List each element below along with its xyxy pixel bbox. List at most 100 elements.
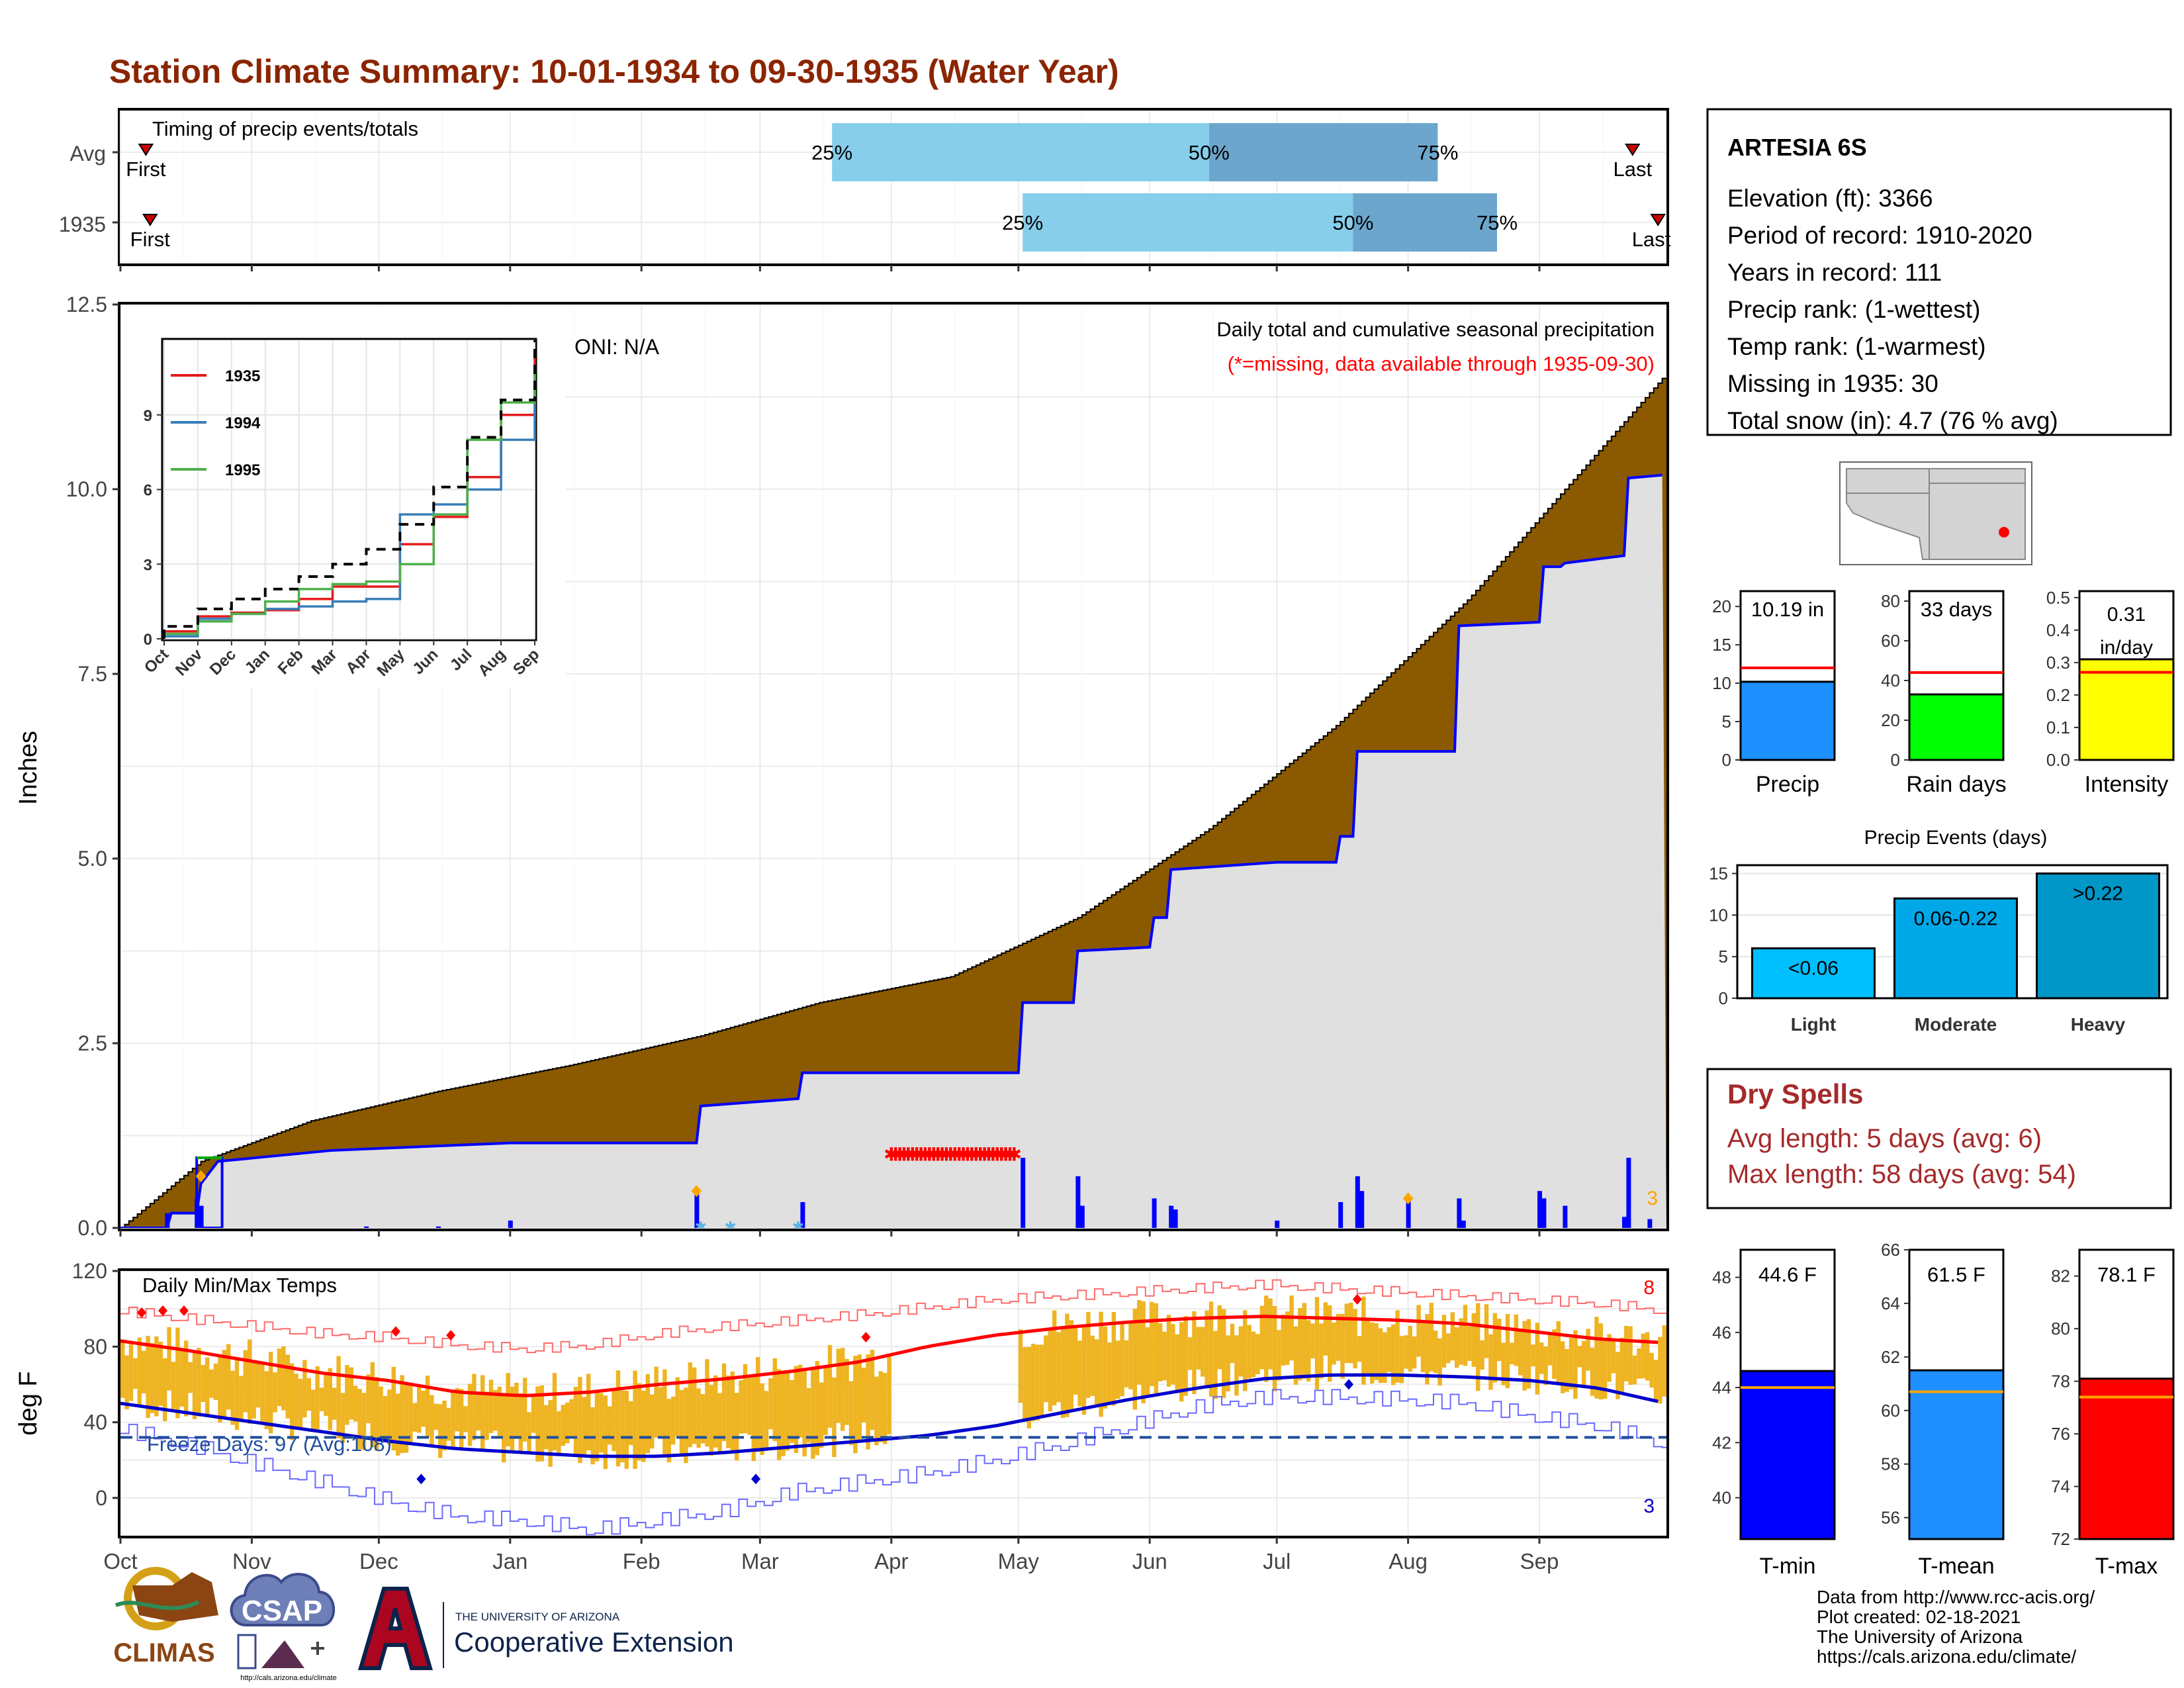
missing-marker: ✱ xyxy=(968,1144,983,1164)
daily-temp-range-bar xyxy=(1044,1335,1048,1403)
dry-spells-max: Max length: 58 days (avg: 54) xyxy=(1727,1160,2076,1189)
daily-temp-range-bar xyxy=(548,1399,553,1467)
daily-temp-range-bar xyxy=(1077,1340,1082,1407)
daily-temp-range-bar xyxy=(777,1369,782,1460)
daily-temp-range-bar xyxy=(510,1386,515,1452)
precip-events-chart: Precip Events (days) 0 5 10 15 <0.06 Light 0.0… xyxy=(1709,827,2169,1035)
climas-logo: CLIMAS xyxy=(113,1567,218,1667)
daily-precip-bar xyxy=(694,1191,700,1228)
daily-precip-bar xyxy=(1075,1176,1081,1228)
missing-marker: ✱ xyxy=(917,1144,933,1164)
daily-temp-range-bar xyxy=(527,1412,531,1454)
daily-temp-range-bar xyxy=(408,1382,413,1443)
daily-temp-range-bar xyxy=(260,1362,265,1422)
daily-temp-range-bar xyxy=(1171,1324,1175,1385)
y-tick-label: 0.0 xyxy=(78,1216,107,1240)
daily-temp-range-bar xyxy=(557,1411,561,1455)
y-tick-label: 80 xyxy=(83,1335,107,1358)
daily-temp-range-bar xyxy=(404,1385,409,1453)
missing-marker: ✱ xyxy=(922,1144,937,1164)
daily-temp-range-bar xyxy=(349,1367,353,1420)
temp-series xyxy=(120,1279,1666,1536)
last-event-marker xyxy=(1650,214,1666,226)
daily-temp-range-bar xyxy=(1658,1336,1662,1404)
temp-panel-label: Daily Min/Max Temps xyxy=(142,1274,337,1297)
daily-temp-range-bar xyxy=(883,1373,887,1444)
daily-temp-range-bar xyxy=(1467,1326,1472,1361)
daily-temp-range-bar xyxy=(1124,1340,1129,1387)
timing-panel: 25% 50% 75% First Last 25% 50% 75% First Last Tim… xyxy=(59,108,1671,271)
daily-temp-range-bar xyxy=(421,1390,426,1427)
daily-precip-bar xyxy=(1622,1217,1627,1228)
station-info-box: ARTESIA 6S Elevation (ft): 3366 Period o… xyxy=(1706,108,2172,436)
daily-temp-range-bar xyxy=(785,1370,790,1451)
daily-temp-range-bar xyxy=(1547,1334,1553,1366)
map-state-borders xyxy=(1846,469,2025,559)
daily-temp-range-bar xyxy=(383,1395,388,1442)
daily-temp-range-bar xyxy=(862,1368,866,1423)
daily-temp-range-bar xyxy=(844,1358,849,1425)
daily-temp-range-bar xyxy=(1561,1341,1565,1393)
daily-temp-range-bar xyxy=(612,1389,616,1452)
daily-temp-range-bar xyxy=(1378,1328,1383,1383)
month-label: Jan xyxy=(492,1549,527,1573)
daily-temp-range-bar xyxy=(281,1346,286,1411)
station-elevation: Elevation (ft): 3366 xyxy=(1727,185,1933,212)
inset-lines xyxy=(163,340,536,639)
tmin-summary-tick-label: 40 xyxy=(1712,1488,1731,1508)
daily-temp-range-bar xyxy=(1662,1325,1666,1397)
daily-temp-range-bar xyxy=(184,1340,189,1417)
daily-temp-range-bar xyxy=(1099,1311,1103,1417)
daily-temp-range-bar xyxy=(1459,1318,1463,1365)
daily-temp-range-bar xyxy=(853,1356,858,1454)
missing-marker: ✱ xyxy=(956,1144,971,1164)
daily-temp-range-bar xyxy=(1433,1331,1438,1374)
daily-temp-range-bar xyxy=(1374,1323,1379,1380)
daily-temp-range-bar xyxy=(248,1339,252,1424)
timing-label-75: 75% xyxy=(1417,141,1458,164)
daily-temp-range-bar xyxy=(1497,1319,1502,1362)
events-bar-label: <0.06 xyxy=(1788,958,1839,980)
daily-temp-range-bar xyxy=(438,1404,443,1458)
daily-temp-range-bar xyxy=(1476,1303,1480,1391)
inset-line-1994 xyxy=(163,390,536,639)
daily-temp-range-bar xyxy=(370,1362,375,1448)
daily-temp-range-bar xyxy=(675,1377,680,1436)
daily-temp-range-bar xyxy=(502,1395,506,1463)
inset-line-1995 xyxy=(163,365,536,639)
daily-temp-range-bar xyxy=(1383,1332,1387,1383)
last-event-label: Last xyxy=(1613,158,1652,181)
climas-river-icon xyxy=(114,1600,200,1611)
daily-temp-range-bar xyxy=(751,1376,756,1462)
daily-temp-range-bar xyxy=(476,1393,480,1431)
daily-temp-range-bar xyxy=(124,1355,129,1409)
daily-precip-bar xyxy=(199,1205,204,1228)
daily-temp-range-bar xyxy=(205,1357,210,1417)
daily-precip-bar xyxy=(1079,1205,1085,1228)
daily-temp-range-bar xyxy=(1353,1309,1357,1369)
rain-days-summary-value-label: 33 days xyxy=(1921,598,1993,621)
rain-days-summary-tick-label: 0 xyxy=(1891,750,1900,770)
daily-temp-range-bar xyxy=(264,1371,269,1430)
daily-temp-range-bar xyxy=(480,1375,485,1450)
daily-temp-range-bar xyxy=(709,1385,713,1456)
daily-temp-range-bar xyxy=(582,1397,586,1456)
daily-temp-range-bar xyxy=(1319,1323,1324,1379)
daily-precip-bar xyxy=(1461,1220,1466,1228)
daily-temp-range-bar xyxy=(179,1350,184,1407)
daily-temp-range-bar xyxy=(213,1363,218,1400)
daily-temp-range-bar xyxy=(1023,1346,1027,1423)
daily-temp-range-bar xyxy=(1594,1317,1599,1399)
first-event-label: First xyxy=(126,158,166,181)
snow-marker xyxy=(691,1185,702,1197)
rain-days-summary-tick-label: 80 xyxy=(1881,591,1900,611)
missing-marker: ✱ xyxy=(887,1144,903,1164)
csap-sun-icon xyxy=(311,1642,324,1655)
daily-temp-range-bar xyxy=(1310,1323,1315,1358)
month-label: Oct xyxy=(103,1549,137,1573)
daily-temp-range-bar xyxy=(1531,1344,1535,1367)
daily-temp-range-bar xyxy=(1217,1305,1222,1370)
daily-temp-range-bar xyxy=(230,1370,235,1425)
tmin-summary-label: T-min xyxy=(1760,1554,1816,1579)
daily-temp-range-bar xyxy=(298,1378,303,1429)
